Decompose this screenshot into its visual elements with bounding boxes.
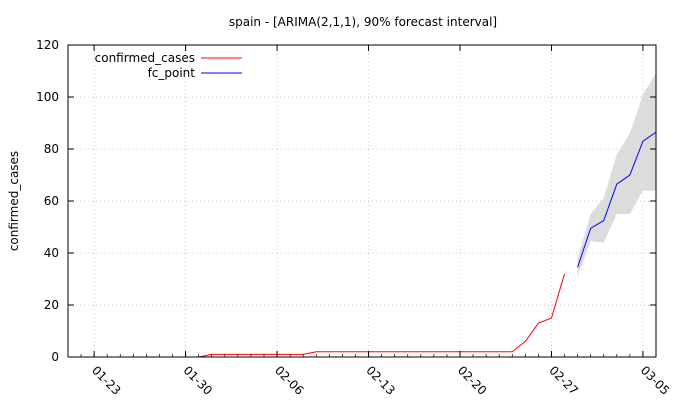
x-tick-label: 02-06 <box>272 363 307 398</box>
x-tick-label: 01-30 <box>180 363 215 398</box>
y-tick-label: 0 <box>51 350 59 364</box>
x-tick-label: 02-27 <box>546 363 581 398</box>
x-tick-label: 01-23 <box>89 363 124 398</box>
y-tick-label: 80 <box>44 142 59 156</box>
y-tick-label: 20 <box>44 298 59 312</box>
x-tick-label: 02-20 <box>455 363 490 398</box>
y-axis-label: confirmed_cases <box>7 151 21 251</box>
legend-label: fc_point <box>148 66 196 80</box>
grid <box>68 45 656 357</box>
x-tick-label: 03-05 <box>638 363 673 398</box>
forecast-interval-area <box>577 73 656 277</box>
ticks: 0 20 40 60 80 100 120 01-23 01-30 02-06 02-13 02-20… <box>36 38 672 398</box>
series-line-confirmed-cases <box>198 273 566 358</box>
x-tick-label: 02-13 <box>363 363 398 398</box>
y-tick-label: 120 <box>36 38 59 52</box>
y-tick-label: 100 <box>36 90 59 104</box>
series-group <box>198 131 657 358</box>
chart-title: spain - [ARIMA(2,1,1), 90% forecast inte… <box>229 15 497 29</box>
legend-label: confirmed_cases <box>95 51 195 65</box>
y-tick-label: 60 <box>44 194 59 208</box>
forecast-interval-band <box>577 73 656 277</box>
series-line-fc-point <box>577 131 657 268</box>
y-tick-label: 40 <box>44 246 59 260</box>
